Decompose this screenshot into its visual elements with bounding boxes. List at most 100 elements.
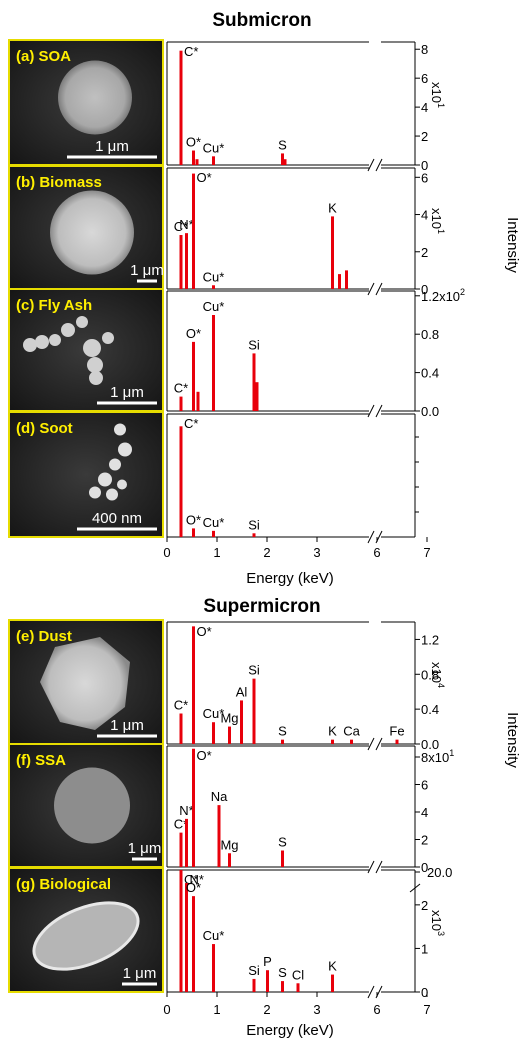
particle xyxy=(89,371,103,385)
peak-label: N* xyxy=(190,872,204,887)
y-tick-text: 4 xyxy=(421,805,428,820)
y-tick-text: 2 xyxy=(421,245,428,260)
peak xyxy=(192,528,195,537)
micrograph xyxy=(8,411,164,538)
peak xyxy=(228,726,231,744)
axis-break xyxy=(409,883,421,893)
peak-label: C* xyxy=(174,817,188,832)
scale-bar-label: 1 μm xyxy=(95,138,129,155)
peak-label: Si xyxy=(248,517,260,532)
peak xyxy=(192,896,195,992)
peak xyxy=(179,396,183,411)
image-label: (c) Fly Ash xyxy=(16,297,92,314)
peak xyxy=(281,739,284,744)
peak-label: O* xyxy=(197,170,212,185)
y-tick-text: 0 xyxy=(421,860,428,875)
peak-label: O* xyxy=(186,880,201,895)
particle xyxy=(106,488,118,501)
y-tick-text: 1 xyxy=(421,941,428,956)
particle xyxy=(87,357,103,373)
x-tick-label: 2 xyxy=(263,1002,270,1017)
y-tick-text: 8x10 xyxy=(421,750,449,765)
peak-label: O* xyxy=(197,624,212,639)
multiplier-base: x10 xyxy=(429,82,444,103)
peak-label: K xyxy=(328,959,337,974)
x-tick-label: 3 xyxy=(313,1002,320,1017)
peak xyxy=(192,748,195,867)
axis-break xyxy=(375,158,383,172)
y-tick-label: 2 xyxy=(421,898,428,913)
peak-label: Mg xyxy=(220,711,238,726)
y-tick-label: 0 xyxy=(421,282,428,297)
peak xyxy=(192,150,195,165)
x-tick-label: 3 xyxy=(313,545,320,560)
particle xyxy=(89,486,101,499)
y-tick-text: 1.2x10 xyxy=(421,289,460,304)
image-label: (b) Biomass xyxy=(16,174,102,191)
peak xyxy=(281,850,284,867)
peak-label: S xyxy=(278,835,287,850)
scale-bar-label: 400 nm xyxy=(92,510,142,527)
peak-label: C* xyxy=(184,44,198,59)
y-axis-label: Intensity xyxy=(504,217,521,273)
y-tick-text: 8 xyxy=(421,42,428,57)
image-label: (a) SOA xyxy=(16,48,71,65)
multiplier: x101 xyxy=(429,208,446,234)
peak-label: Cu* xyxy=(203,928,225,943)
axis-break xyxy=(375,404,383,418)
x-tick-label: 6 xyxy=(373,545,380,560)
y-tick-text: 0.4 xyxy=(421,366,439,381)
multiplier: x103 xyxy=(429,910,446,936)
peak xyxy=(185,883,188,992)
y-tick-text: 2 xyxy=(421,898,428,913)
image-label: (e) Dust xyxy=(16,628,72,645)
peak xyxy=(338,274,341,289)
y-tick-label: 1 xyxy=(421,941,428,956)
y-tick-text: 0 xyxy=(421,158,428,173)
peak-label: Al xyxy=(236,684,248,699)
peak-label: P xyxy=(263,954,272,969)
peak xyxy=(179,713,183,744)
peak-label: Mg xyxy=(220,837,238,852)
multiplier-exponent: 1 xyxy=(436,103,446,108)
multiplier: x104 xyxy=(429,662,446,688)
peak xyxy=(185,818,188,867)
y-tick-label: 6 xyxy=(421,778,428,793)
y-tick-label: 0 xyxy=(421,860,428,875)
y-tick-label: 2 xyxy=(421,129,428,144)
peak xyxy=(195,159,199,165)
peak-label: Cl xyxy=(292,967,304,982)
axis-break xyxy=(375,737,383,751)
peak-label: K xyxy=(328,200,337,215)
y-tick-text: 0.0 xyxy=(421,737,439,752)
x-tick-label: 6 xyxy=(373,1002,380,1017)
x-tick-label: 1 xyxy=(213,545,220,560)
y-tick-label: 1.2x102 xyxy=(421,287,465,304)
multiplier: x101 xyxy=(429,82,446,108)
particle xyxy=(54,767,130,844)
peak-label: Cu* xyxy=(203,515,225,530)
peak-label: Si xyxy=(248,963,260,978)
peak xyxy=(281,153,284,165)
multiplier-exponent: 3 xyxy=(436,931,446,936)
scale-bar-label: 1 μm xyxy=(123,965,157,982)
peak xyxy=(212,156,215,165)
particle xyxy=(58,60,132,135)
x-tick-label: 7 xyxy=(423,1002,430,1017)
image-label: (g) Biological xyxy=(16,876,111,893)
y-tick-label: 0.0 xyxy=(421,737,439,752)
peak-label: Cu* xyxy=(203,299,225,314)
peak-label: O* xyxy=(186,326,201,341)
axis-break xyxy=(375,282,383,296)
axis-break xyxy=(367,404,375,418)
particle xyxy=(61,323,75,337)
y-tick-label: 8x101 xyxy=(421,748,454,765)
peak xyxy=(331,974,334,992)
group-title: Submicron xyxy=(212,10,311,31)
y-tick-text: 6 xyxy=(421,71,428,86)
peak-label: Cu* xyxy=(203,269,225,284)
peak xyxy=(331,216,334,289)
peak xyxy=(217,805,221,867)
particle xyxy=(109,458,121,471)
peak xyxy=(283,159,287,165)
